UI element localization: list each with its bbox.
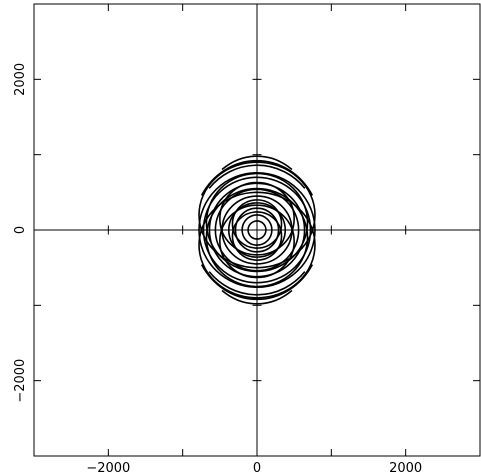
curve-2 — [234, 207, 280, 253]
curve-13 — [219, 181, 295, 256]
curve-0 — [247, 220, 267, 240]
curve-11 — [205, 172, 309, 273]
curve-15 — [231, 199, 283, 249]
curve-1 — [241, 214, 273, 246]
curve-21 — [221, 155, 293, 171]
curve-16 — [231, 211, 283, 261]
curve-9 — [198, 161, 316, 269]
y-tick-label: −2000 — [13, 359, 28, 403]
curves — [198, 155, 316, 305]
curve-19 — [208, 164, 306, 189]
y-tick-label: 0 — [13, 226, 28, 234]
curve-17 — [200, 159, 314, 196]
y-tick-label: 2000 — [13, 63, 28, 96]
origin-axes — [34, 4, 480, 456]
curve-3 — [227, 202, 287, 258]
tick-labels: −2000 0 2000 −2000 0 2000 — [13, 63, 422, 476]
x-tick-label: 0 — [253, 461, 261, 476]
curve-12 — [205, 187, 309, 288]
curve-18 — [200, 264, 314, 301]
axis-ticks — [34, 4, 480, 456]
curve-14 — [219, 204, 295, 279]
x-tick-label: −2000 — [86, 461, 130, 476]
curve-10 — [198, 191, 316, 299]
curve-22 — [221, 289, 293, 305]
curve-20 — [208, 271, 306, 296]
x-tick-label: 2000 — [389, 461, 422, 476]
curve-7 — [202, 176, 312, 284]
